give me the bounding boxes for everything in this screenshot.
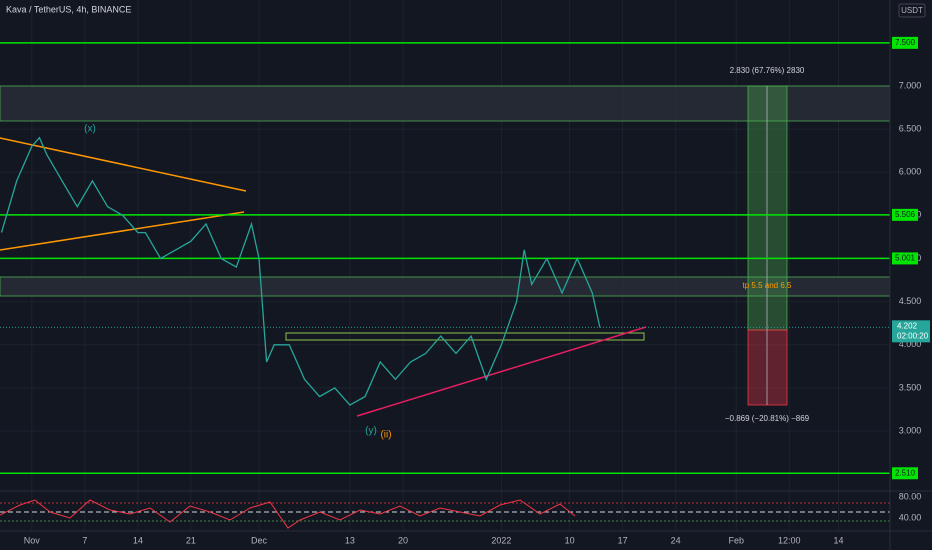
rsi-label: 80.00: [899, 491, 922, 501]
wave-label: (x): [84, 124, 96, 135]
x-tick-label: 2022: [491, 535, 511, 545]
trend-line: [0, 137, 247, 192]
trend-line: [0, 211, 245, 251]
trend-line: [356, 326, 647, 417]
x-tick-label: 21: [186, 535, 196, 545]
level-tag: [892, 252, 918, 265]
x-tick-label: 10: [565, 535, 575, 545]
last-price-tag: [892, 320, 930, 343]
target-zone: [747, 85, 788, 331]
level-label: 7.500: [895, 38, 916, 47]
plot: [0, 136, 890, 406]
level-label: 5.001: [895, 254, 916, 263]
y-tick-label: 7.000: [899, 80, 922, 90]
rsi-label: 40.00: [899, 512, 922, 522]
y-tick-label: 3.000: [899, 425, 922, 435]
x-tick-label: Feb: [728, 535, 744, 545]
stop-label: −0.869 (−20.81%) −869: [725, 414, 810, 423]
x-tick-label: 12:00: [778, 535, 801, 545]
currency-box: [898, 3, 926, 18]
note: tp 5.5 and 6.5: [743, 281, 792, 290]
x-tick-label: Dec: [251, 535, 268, 545]
x-tick-label: 20: [398, 535, 408, 545]
levels: [0, 42, 890, 475]
y-tick-label: 3.500: [899, 382, 922, 392]
last-price-label: 4.202: [897, 321, 918, 330]
price-line: [0, 136, 601, 406]
wave-label: (y): [365, 426, 377, 437]
level-label: 2.510: [895, 468, 916, 477]
x-tick-label: Nov: [24, 535, 41, 545]
level-tag: [892, 467, 918, 480]
x-tick-label: 17: [618, 535, 628, 545]
x-tick-label: 14: [133, 535, 143, 545]
chart-title: Kava / TetherUS, 4h, BINANCE: [6, 4, 131, 14]
wave-label: (ii): [380, 430, 391, 441]
level-label: 5.506: [895, 210, 916, 219]
zone: [285, 332, 645, 341]
y-tick-label: 4.000: [899, 339, 922, 349]
y-tick-label: 6.000: [899, 167, 922, 177]
x-tick-label: 7: [82, 535, 87, 545]
x-tick-label: 24: [671, 535, 681, 545]
level-tag: [892, 36, 918, 49]
y-tick-label: 6.500: [899, 123, 922, 133]
stop-zone: [747, 329, 788, 406]
target-label: 2.830 (67.76%) 2830: [730, 66, 805, 75]
y-tick-label: 4.500: [899, 296, 922, 306]
currency: USDT: [901, 6, 923, 15]
countdown: 02:00:20: [897, 331, 929, 340]
x-tick-label: 13: [345, 535, 355, 545]
x-tick-label: 14: [833, 535, 843, 545]
rsi-line: [0, 499, 576, 529]
level-tag: [892, 208, 918, 221]
